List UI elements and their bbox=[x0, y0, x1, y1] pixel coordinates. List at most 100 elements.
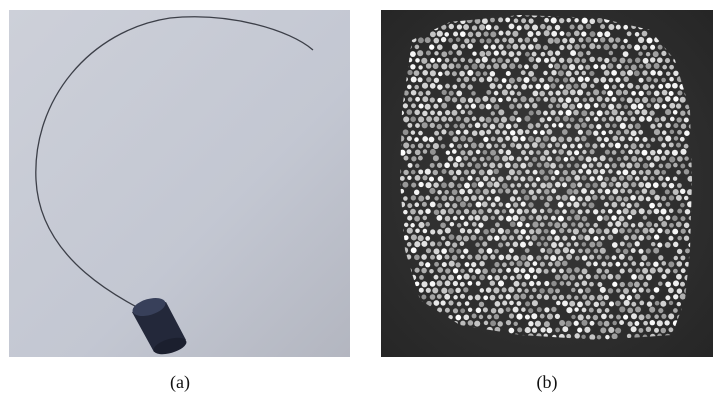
fiber-dot bbox=[562, 182, 567, 187]
fiber-dot bbox=[634, 281, 640, 287]
caption: (b) bbox=[537, 372, 558, 393]
fiber-dot bbox=[516, 143, 522, 149]
fiber-dot bbox=[513, 242, 519, 248]
fiber-dot bbox=[449, 143, 454, 148]
fiber-dot bbox=[554, 170, 559, 175]
fiber-dot bbox=[449, 91, 454, 96]
fiber-dot bbox=[457, 302, 462, 307]
fiber-dot bbox=[555, 248, 561, 254]
fiber-dot bbox=[465, 104, 469, 108]
fiber-dot bbox=[646, 143, 651, 148]
fiber-dot bbox=[505, 58, 510, 63]
fiber-dot bbox=[437, 98, 442, 103]
fiber-dot bbox=[415, 175, 421, 181]
fiber-dot bbox=[479, 63, 485, 69]
fiber-dot bbox=[650, 84, 655, 89]
fiber-dot bbox=[494, 249, 499, 254]
fiber-dot bbox=[528, 71, 534, 77]
fiber-dot bbox=[444, 162, 450, 168]
fiber-dot bbox=[551, 189, 556, 194]
fiber-dot bbox=[529, 18, 534, 23]
fiber-dot bbox=[494, 25, 499, 30]
fiber-dot bbox=[677, 302, 681, 306]
fiber-dot bbox=[634, 162, 640, 168]
fiber-dot bbox=[662, 65, 667, 70]
fiber-dot bbox=[418, 222, 424, 228]
fiber-dot bbox=[487, 235, 493, 241]
fiber-dot bbox=[474, 228, 479, 233]
fiber-dot bbox=[529, 281, 534, 286]
fiber-dot bbox=[486, 24, 492, 30]
fiber-dot bbox=[654, 91, 660, 97]
fiber-dot bbox=[593, 157, 598, 162]
fiber-dot bbox=[619, 320, 624, 325]
fiber-dot bbox=[594, 38, 598, 42]
fiber-dot bbox=[617, 157, 621, 161]
fiber-dot bbox=[600, 195, 605, 200]
fiber-dot bbox=[556, 301, 560, 305]
fiber-dot bbox=[643, 228, 649, 234]
fiber-dot bbox=[494, 262, 499, 267]
fiber-dot bbox=[631, 223, 635, 227]
fiber-dot bbox=[627, 242, 632, 247]
fiber-dot bbox=[517, 197, 521, 201]
fiber-dot bbox=[498, 188, 503, 193]
fiber-dot bbox=[536, 255, 541, 260]
fiber-dot bbox=[589, 242, 595, 248]
fiber-dot bbox=[422, 175, 427, 180]
fiber-dot bbox=[441, 63, 447, 69]
fiber-dot bbox=[517, 103, 522, 108]
fiber-dot bbox=[619, 216, 625, 222]
fiber-dot bbox=[681, 229, 686, 234]
fiber-dot bbox=[544, 255, 549, 260]
fiber-dot bbox=[612, 150, 617, 155]
fiber-dot bbox=[646, 103, 651, 108]
fiber-dot bbox=[445, 58, 450, 63]
fiber-dot bbox=[468, 320, 473, 325]
fiber-dot bbox=[489, 83, 495, 89]
fiber-dot bbox=[512, 136, 518, 142]
fiber-dot bbox=[418, 131, 423, 136]
fiber-dot bbox=[616, 25, 621, 30]
fiber-dot bbox=[684, 144, 689, 149]
fiber-dot bbox=[566, 242, 571, 247]
fiber-dot bbox=[634, 45, 640, 51]
fiber-dot bbox=[524, 209, 529, 214]
fiber-dot bbox=[589, 124, 594, 129]
fiber-dot bbox=[582, 242, 587, 247]
fiber-dot bbox=[574, 44, 580, 50]
fiber-dot bbox=[455, 288, 460, 293]
fiber-dot bbox=[421, 295, 426, 300]
fiber-dot bbox=[569, 64, 575, 70]
fiber-dot bbox=[404, 156, 409, 161]
fiber-dot bbox=[479, 116, 485, 122]
fiber-dot bbox=[495, 301, 501, 307]
fiber-dot bbox=[646, 221, 652, 227]
fiber-dot bbox=[676, 222, 682, 228]
fiber-dot bbox=[592, 182, 597, 187]
fiber-dot bbox=[578, 274, 583, 279]
fiber-dot bbox=[551, 307, 556, 312]
fiber-dot bbox=[574, 57, 580, 63]
fiber-dot bbox=[582, 280, 588, 286]
fiber-dot bbox=[483, 176, 489, 182]
fiber-dot bbox=[528, 241, 533, 246]
fiber-dot bbox=[498, 308, 504, 314]
fiber-dot bbox=[597, 282, 602, 287]
fiber-dot bbox=[684, 236, 689, 241]
fiber-dot bbox=[615, 182, 621, 188]
fiber-dot bbox=[430, 241, 435, 246]
fiber-dot bbox=[539, 142, 545, 148]
fiber-dot bbox=[585, 288, 591, 294]
fiber-dot bbox=[544, 229, 549, 234]
fiber-dot bbox=[490, 31, 496, 37]
fiber-dot bbox=[662, 90, 668, 96]
fiber-dot bbox=[669, 209, 674, 214]
fiber-dot bbox=[654, 63, 660, 69]
fiber-dot bbox=[674, 256, 678, 260]
fiber-dot bbox=[590, 31, 596, 37]
fiber-dot bbox=[453, 216, 458, 221]
fiber-dot bbox=[623, 249, 628, 254]
fiber-dot bbox=[437, 294, 442, 299]
fiber-dot bbox=[429, 137, 435, 143]
